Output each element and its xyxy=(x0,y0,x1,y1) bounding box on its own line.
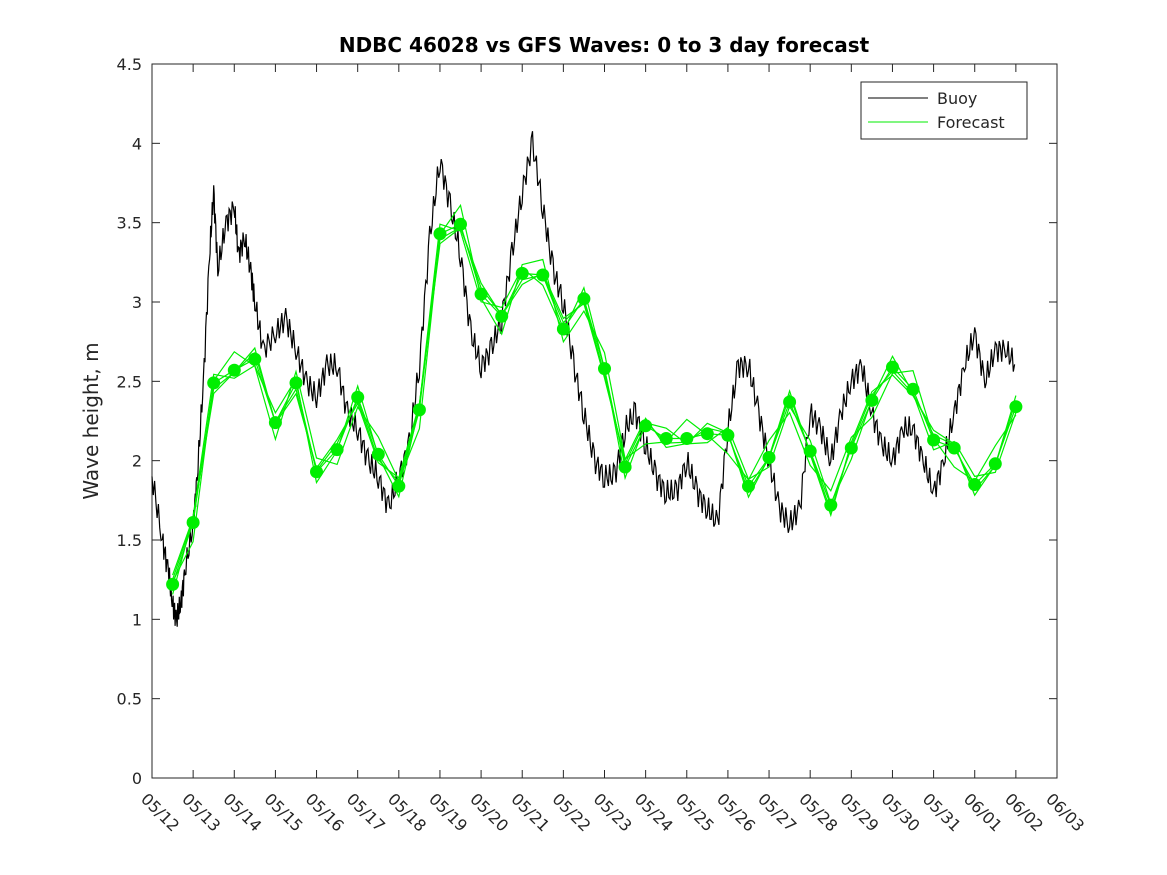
forecast-point xyxy=(618,460,632,474)
forecast-series-line xyxy=(172,223,1017,595)
forecast-point xyxy=(762,451,776,464)
y-tick-label: 0 xyxy=(132,769,142,788)
legend-forecast-label: Forecast xyxy=(937,113,1005,132)
y-tick-label: 4 xyxy=(132,134,142,153)
forecast-point xyxy=(536,268,550,282)
forecast-point xyxy=(824,498,838,512)
forecast-point xyxy=(988,457,1002,471)
plot-box xyxy=(151,63,1058,779)
legend-buoy-label: Buoy xyxy=(937,89,977,108)
y-tick-label: 1 xyxy=(132,610,142,629)
forecast-point xyxy=(659,432,673,445)
forecast-point xyxy=(495,309,509,323)
forecast-point xyxy=(639,419,653,433)
forecast-point xyxy=(968,478,982,491)
forecast-point xyxy=(186,516,200,529)
forecast-point xyxy=(1009,400,1023,414)
y-axis-ticks: 0 0.5 1 1.5 2 2.5 3 3.5 4 4.5 xyxy=(117,55,1057,788)
forecast-point xyxy=(700,427,714,441)
forecast-point xyxy=(433,227,447,241)
forecast-point xyxy=(721,428,735,442)
forecast-point xyxy=(412,403,426,417)
chart-title: NDBC 46028 vs GFS Waves: 0 to 3 day fore… xyxy=(339,33,870,57)
forecast-point xyxy=(906,382,920,396)
forecast-point xyxy=(886,360,899,374)
forecast-point xyxy=(268,416,282,430)
forecast-point xyxy=(474,287,488,301)
y-tick-label: 4.5 xyxy=(117,55,142,74)
y-tick-label: 2.5 xyxy=(117,372,142,391)
forecast-point xyxy=(330,443,344,457)
forecast-point xyxy=(392,479,406,493)
forecast-point xyxy=(556,322,570,336)
y-tick-label: 3 xyxy=(132,293,142,312)
forecast-point xyxy=(742,479,755,493)
forecast-point xyxy=(454,217,467,231)
forecast-point xyxy=(248,352,262,366)
forecast-point xyxy=(680,432,694,445)
series-layer xyxy=(151,131,1023,627)
forecast-point xyxy=(803,444,817,458)
plot-area: 00.511.522.533.544.5 05/1205/1305/1405/1… xyxy=(117,55,1089,835)
forecast-point xyxy=(577,292,591,306)
forecast-point xyxy=(844,441,858,455)
forecast-point xyxy=(289,376,303,390)
y-tick-label: 0.5 xyxy=(117,690,142,709)
forecast-point xyxy=(783,395,797,409)
forecast-point xyxy=(927,433,941,447)
forecast-series-line xyxy=(172,226,1017,580)
forecast-point xyxy=(351,390,365,404)
forecast-point xyxy=(598,362,611,376)
forecast-point xyxy=(310,465,323,479)
forecast-point xyxy=(947,441,961,455)
forecast-point xyxy=(515,266,529,280)
y-tick-label: 3.5 xyxy=(117,214,142,233)
forecast-point xyxy=(865,393,879,407)
legend: Buoy Forecast xyxy=(860,81,1028,140)
forecast-point xyxy=(227,363,241,377)
forecast-series-line xyxy=(172,203,1017,582)
forecast-point xyxy=(371,447,385,461)
buoy-series-line xyxy=(151,131,1016,627)
legend-box xyxy=(860,81,1028,140)
forecast-point xyxy=(207,376,221,390)
y-axis-label: Wave height, m xyxy=(79,342,103,499)
y-tick-label: 2 xyxy=(132,452,142,471)
y-tick-label: 1.5 xyxy=(117,531,142,550)
forecast-point xyxy=(166,577,180,591)
